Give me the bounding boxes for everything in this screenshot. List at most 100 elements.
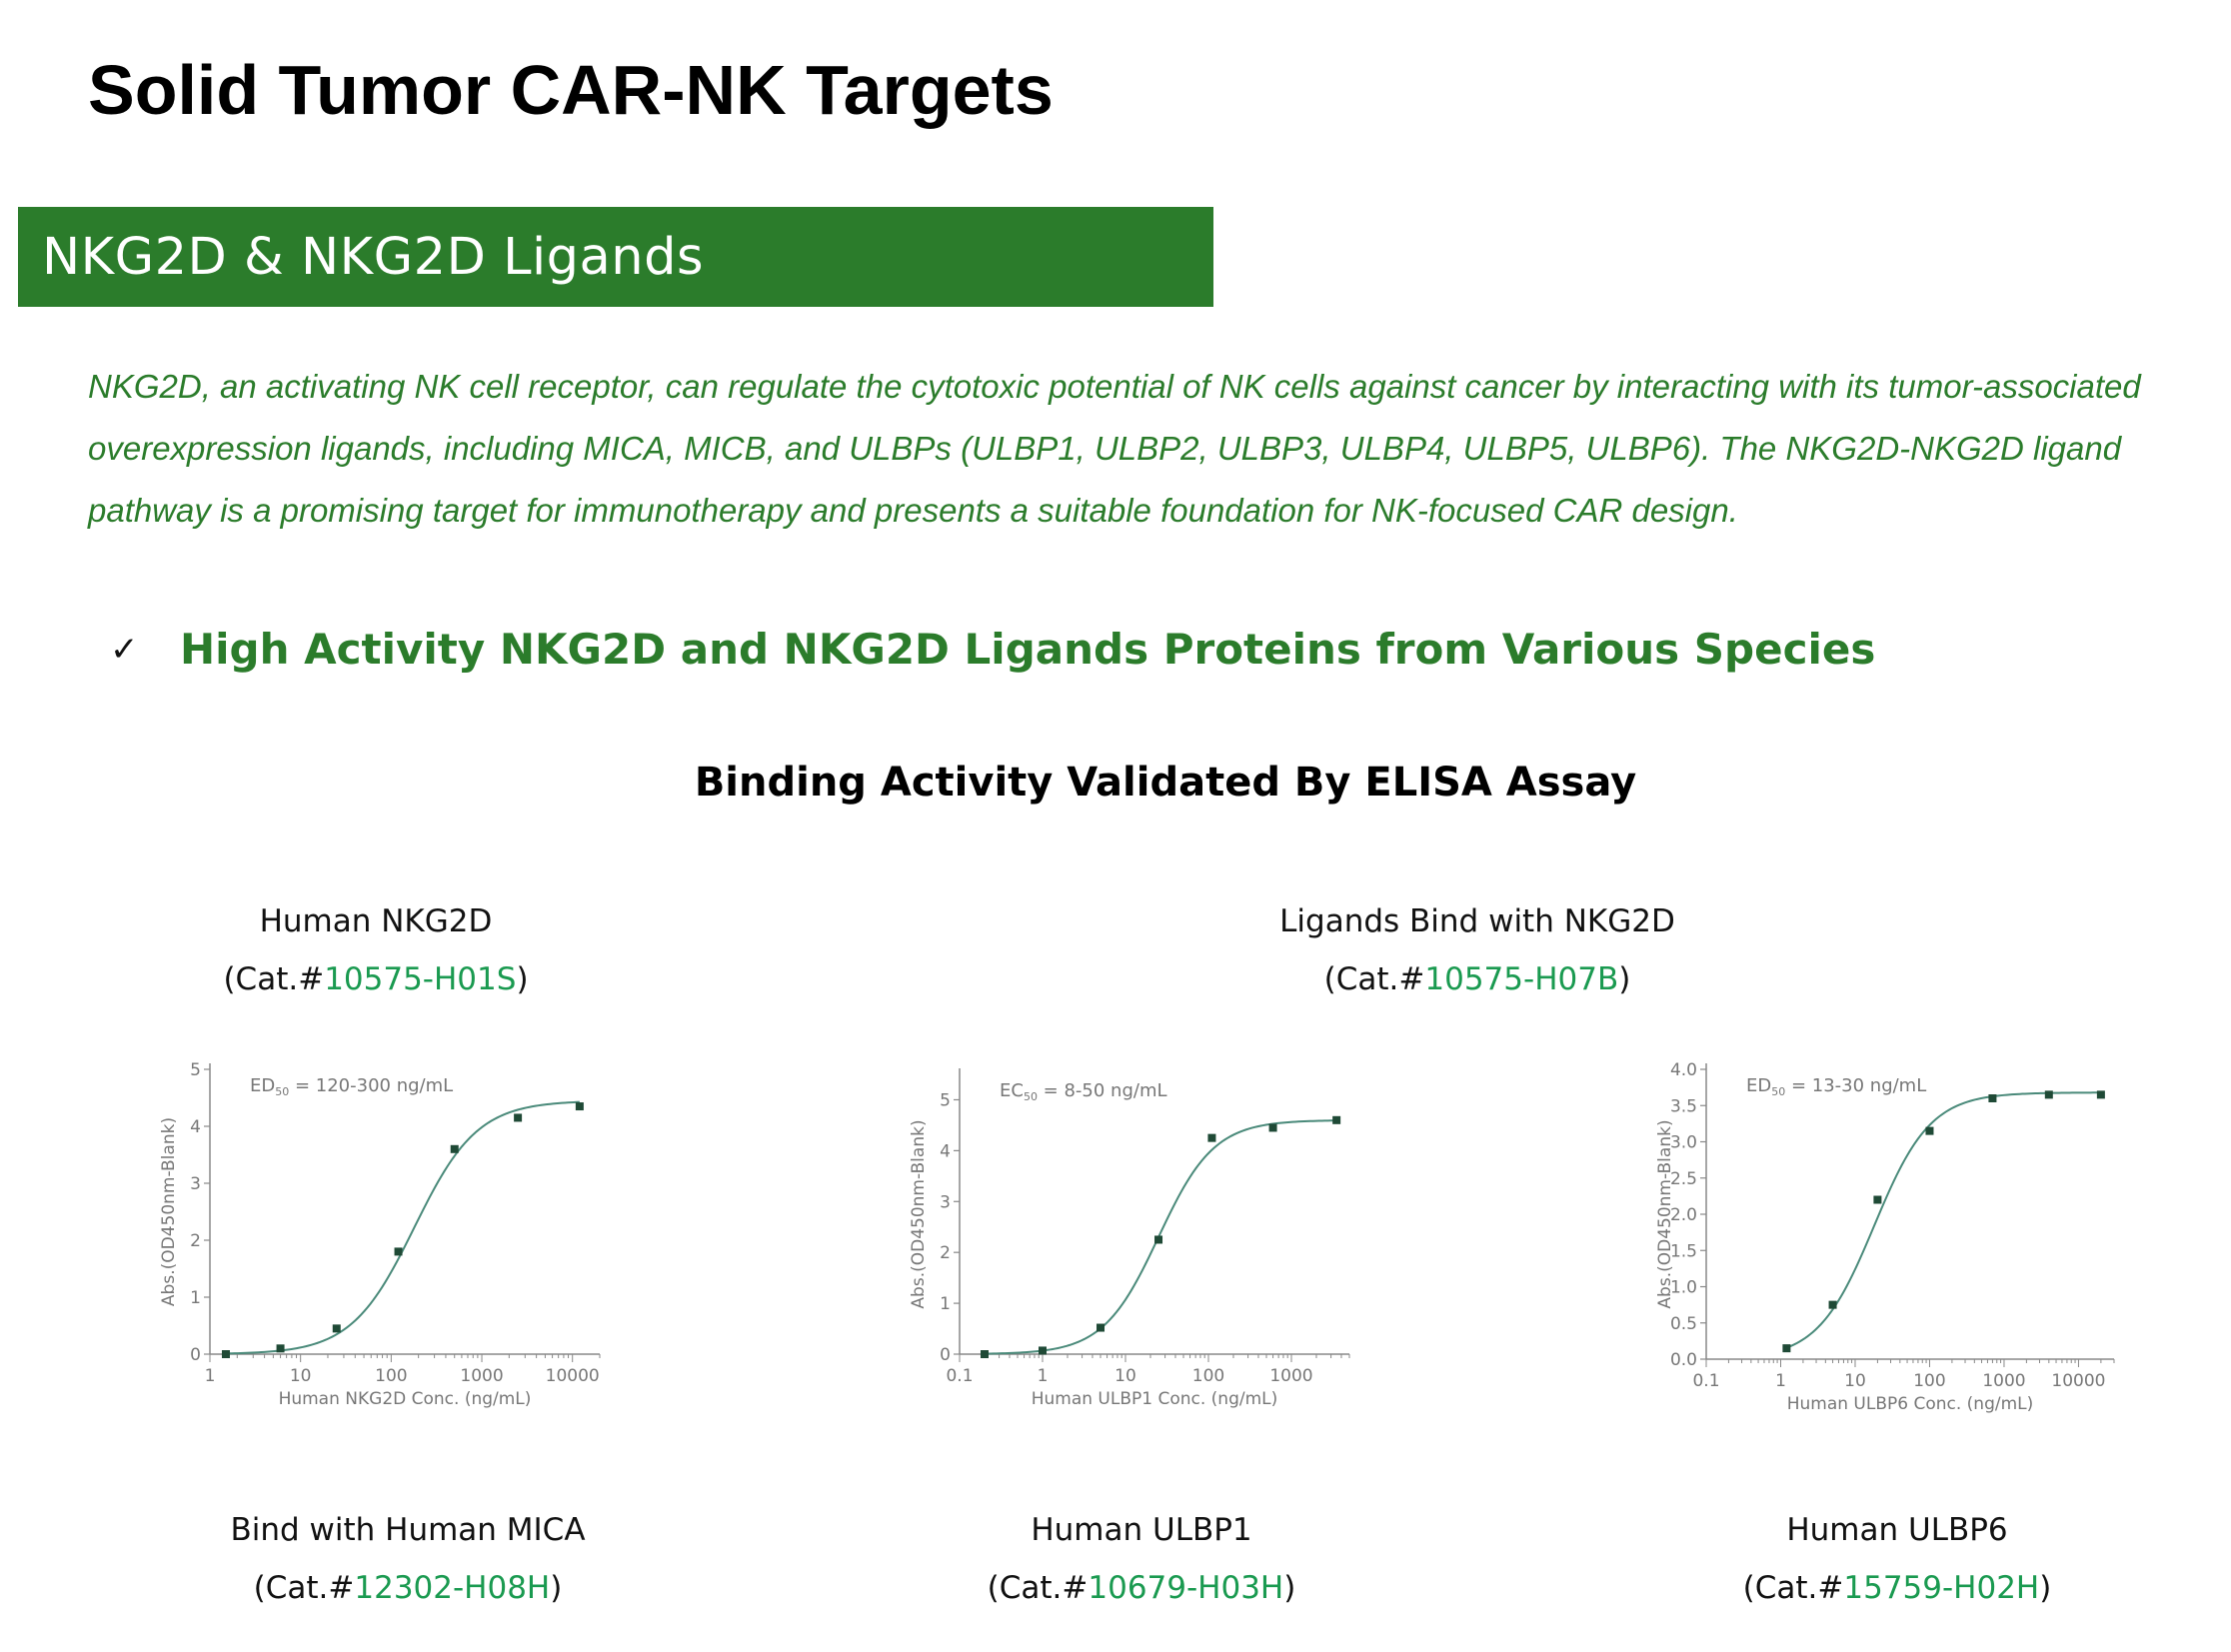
cat-prefix: (Cat.# [987, 1570, 1089, 1606]
checkmark-icon: ✓ [110, 629, 139, 670]
cat-suffix: ) [1283, 1570, 1296, 1606]
caption-ulbp1: Human ULBP1 (Cat.#10679-H03H) [942, 1501, 1341, 1617]
y-tick-label: 1 [190, 1288, 201, 1308]
data-point [1988, 1094, 1997, 1102]
cat-suffix: ) [2039, 1570, 2052, 1606]
y-tick-label: 3.0 [1670, 1133, 1697, 1153]
data-point [1154, 1235, 1163, 1244]
feature-row: ✓ High Activity NKG2D and NKG2D Ligands … [110, 625, 1875, 674]
x-axis-label: Human NKG2D Conc. (ng/mL) [279, 1389, 532, 1409]
data-point [221, 1350, 230, 1358]
caption-name: Bind with Human MICA [230, 1512, 586, 1548]
cat-suffix: ) [550, 1570, 563, 1606]
cat-prefix: (Cat.# [1323, 961, 1425, 997]
y-tick-label: 5 [940, 1090, 951, 1110]
data-point [1097, 1323, 1106, 1332]
y-tick-label: 3.5 [1670, 1096, 1697, 1116]
y-axis-label: Abs.(OD450nm-Blank) [159, 1117, 179, 1306]
y-tick-label: 3 [940, 1192, 951, 1212]
data-point [450, 1144, 459, 1153]
x-tick-label: 1000 [460, 1366, 503, 1386]
y-tick-label: 2 [940, 1243, 951, 1263]
data-point [1332, 1115, 1341, 1124]
y-tick-label: 0 [940, 1345, 951, 1365]
cat-prefix: (Cat.# [253, 1570, 355, 1606]
y-tick-label: 1 [940, 1294, 951, 1314]
intro-paragraph: NKG2D, an activating NK cell receptor, c… [88, 368, 2141, 529]
y-axis-label: Abs.(OD450nm-Blank) [909, 1119, 929, 1308]
caption-human-nkg2d: Human NKG2D (Cat.#10575-H01S) [176, 892, 576, 1008]
cat-number-link[interactable]: 10575-H01S [324, 961, 517, 997]
cat-suffix: ) [516, 961, 529, 997]
caption-name: Human ULBP1 [1031, 1512, 1252, 1548]
caption-name: Human NKG2D [259, 903, 493, 939]
caption-cat: (Cat.#12302-H08H) [208, 1559, 608, 1617]
y-tick-label: 2.5 [1670, 1169, 1697, 1189]
y-tick-label: 4 [190, 1117, 201, 1137]
data-point [1268, 1123, 1277, 1132]
data-point [2044, 1090, 2053, 1099]
y-tick-label: 2 [190, 1231, 201, 1251]
x-tick-label: 10000 [2051, 1371, 2105, 1391]
data-point [1038, 1346, 1047, 1355]
x-tick-label: 1000 [1982, 1371, 2025, 1391]
x-tick-label: 100 [375, 1366, 407, 1386]
elisa-chart-ulbp1: 0 1 2 3 4 5 0.1 1 10 100 1000 Human ULBP1 Conc. (ng… [909, 1068, 1350, 1409]
x-tick-label: 1000 [1269, 1366, 1312, 1386]
x-tick-label: 10 [1115, 1366, 1136, 1386]
x-tick-label: 10 [1844, 1371, 1866, 1391]
y-tick-label: 0.5 [1670, 1314, 1697, 1334]
data-point [514, 1113, 523, 1122]
cat-number-link[interactable]: 10575-H07B [1424, 961, 1619, 997]
x-tick-label: 100 [1192, 1366, 1224, 1386]
x-tick-label: 0.1 [946, 1366, 973, 1386]
fit-curve [1786, 1091, 2101, 1349]
x-tick-label: 0.1 [1692, 1371, 1719, 1391]
y-tick-label: 1.5 [1670, 1241, 1697, 1261]
caption-ulbp6: Human ULBP6 (Cat.#15759-H02H) [1697, 1501, 2097, 1617]
data-point [276, 1344, 285, 1353]
y-tick-label: 5 [190, 1060, 201, 1080]
caption-cat: (Cat.#10575-H07B) [1227, 950, 1727, 1008]
x-axis-label: Human ULBP6 Conc. (ng/mL) [1787, 1394, 2034, 1414]
data-point [1207, 1133, 1216, 1142]
data-point [394, 1247, 403, 1256]
y-tick-label: 3 [190, 1174, 201, 1194]
page-title: Solid Tumor CAR-NK Targets [88, 51, 1054, 129]
caption-name: Human ULBP6 [1786, 1512, 2008, 1548]
cat-number-link[interactable]: 10679-H03H [1088, 1570, 1284, 1606]
y-tick-label: 4.0 [1670, 1060, 1697, 1080]
y-tick-label: 0 [190, 1345, 201, 1365]
caption-cat: (Cat.#10575-H01S) [176, 950, 576, 1008]
data-point [332, 1324, 341, 1333]
ec50-annotation: ED50 = 13-30 ng/mL [1746, 1075, 1926, 1098]
caption-cat: (Cat.#15759-H02H) [1697, 1559, 2097, 1617]
ec50-annotation: EC50 = 8-50 ng/mL [1000, 1080, 1167, 1103]
y-tick-label: 0.0 [1670, 1350, 1697, 1370]
y-tick-label: 2.0 [1670, 1205, 1697, 1225]
x-axis-label: Human ULBP1 Conc. (ng/mL) [1032, 1389, 1278, 1409]
section-banner: NKG2D & NKG2D Ligands [18, 207, 1213, 307]
caption-cat: (Cat.#10679-H03H) [942, 1559, 1341, 1617]
caption-ligands-bind: Ligands Bind with NKG2D (Cat.#10575-H07B… [1227, 892, 1727, 1008]
y-tick-label: 4 [940, 1141, 951, 1161]
cat-number-link[interactable]: 12302-H08H [354, 1570, 551, 1606]
data-point [1873, 1195, 1882, 1204]
feature-text: High Activity NKG2D and NKG2D Ligands Pr… [180, 625, 1876, 674]
cat-suffix: ) [1618, 961, 1631, 997]
data-point [980, 1350, 989, 1358]
banner-text: NKG2D & NKG2D Ligands [42, 227, 705, 287]
data-point [575, 1102, 584, 1111]
data-point [1782, 1344, 1791, 1353]
cat-number-link[interactable]: 15759-H02H [1843, 1570, 2040, 1606]
x-tick-label: 1 [205, 1366, 216, 1386]
x-tick-label: 10000 [546, 1366, 600, 1386]
data-point [2096, 1090, 2105, 1099]
caption-mica: Bind with Human MICA (Cat.#12302-H08H) [208, 1501, 608, 1617]
ec50-annotation: ED50 = 120-300 ng/mL [250, 1075, 453, 1098]
caption-name: Ligands Bind with NKG2D [1279, 903, 1675, 939]
x-tick-label: 10 [290, 1366, 312, 1386]
x-tick-label: 100 [1913, 1371, 1945, 1391]
cat-prefix: (Cat.# [223, 961, 325, 997]
